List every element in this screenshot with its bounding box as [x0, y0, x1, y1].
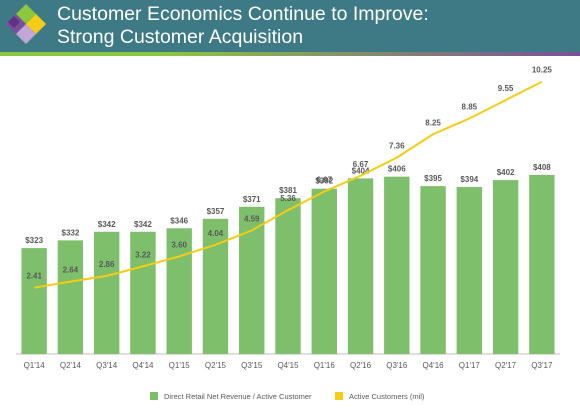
bar-value-label: $342: [98, 220, 116, 229]
x-tick-label: Q1'15: [169, 361, 191, 370]
line-value-label: 2.41: [26, 272, 42, 281]
bar: [456, 186, 483, 354]
bar-value-label: $404: [352, 166, 370, 175]
bar-value-label: $381: [279, 186, 297, 195]
x-tick-label: Q3'16: [386, 361, 408, 370]
bar: [384, 176, 410, 354]
x-tick-label: Q3'17: [531, 361, 553, 370]
x-tick-label: Q2'14: [60, 361, 82, 370]
bar: [239, 206, 265, 354]
line-value-label: 5.36: [280, 194, 296, 203]
combo-chart: $323 Q1'14 $332 Q2'14 $342 Q3'14 $342 Q4'14 $346…: [16, 66, 560, 370]
legend-item-customers: Active Customers (mil): [335, 389, 424, 403]
line-value-label: 10.25: [532, 66, 553, 75]
slide-title-line-2: Strong Customer Acquisition: [57, 26, 304, 48]
header-accent-rule: [0, 52, 580, 56]
bar: [21, 248, 47, 354]
bar-value-label: $342: [134, 220, 152, 229]
x-tick-label: Q3'14: [96, 361, 118, 370]
bar: [93, 231, 120, 354]
bar-value-label: $371: [243, 195, 261, 204]
bar-value-label: $392: [315, 177, 333, 186]
line-value-label: 6.67: [353, 160, 369, 169]
legend-swatch-customers: [335, 392, 343, 400]
bar: [130, 231, 156, 354]
x-tick-label: Q3'15: [241, 361, 263, 370]
line-value-label: 3.60: [171, 240, 187, 249]
bar: [166, 228, 192, 354]
line-value-label: 2.64: [63, 266, 79, 275]
line-value-label: 4.04: [208, 229, 224, 238]
line-value-label: 4.59: [244, 214, 260, 223]
bar-value-label: $332: [62, 228, 80, 237]
bar: [420, 186, 446, 354]
bar-value-label: $402: [497, 168, 515, 177]
line-value-label: 6.07: [316, 176, 332, 185]
bar-value-label: $394: [460, 175, 478, 184]
bar: [529, 174, 555, 354]
legend-label-revenue: Direct Retail Net Revenue / Active Custo…: [164, 391, 312, 401]
x-tick-label: Q1'17: [459, 361, 481, 370]
bar-value-label: $346: [170, 216, 188, 225]
bar: [57, 240, 84, 354]
bar-value-label: $357: [207, 207, 225, 216]
header-bar: Customer Economics Continue to Improve: …: [0, 0, 580, 52]
x-tick-label: Q1'14: [24, 361, 46, 370]
bar: [347, 178, 374, 354]
x-tick-label: Q4'14: [132, 361, 154, 370]
x-tick-label: Q2'15: [205, 361, 227, 370]
bar: [202, 218, 229, 354]
legend-item-revenue: Direct Retail Net Revenue / Active Custo…: [150, 389, 312, 403]
active-customers-line: [33, 80, 543, 289]
line-value-label: 7.36: [389, 142, 405, 151]
bar-value-label: $408: [533, 163, 551, 172]
slide-title-line-1: Customer Economics Continue to Improve:: [57, 3, 429, 25]
wayfair-logo-icon: [6, 4, 46, 44]
x-tick-label: Q4'16: [423, 361, 445, 370]
bar: [275, 198, 301, 354]
line-value-label: 9.55: [498, 84, 514, 93]
bar-value-label: $395: [424, 174, 442, 183]
legend-label-customers: Active Customers (mil): [349, 391, 425, 401]
x-tick-label: Q2'17: [495, 361, 517, 370]
x-tick-label: Q4'15: [277, 361, 299, 370]
bar: [311, 188, 337, 354]
line-value-label: 3.22: [135, 250, 151, 259]
x-tick-label: Q2'16: [350, 361, 372, 370]
x-tick-label: Q1'16: [314, 361, 336, 370]
bar: [492, 180, 519, 354]
bar-value-label: $323: [25, 236, 43, 245]
line-value-label: 8.25: [425, 118, 441, 127]
line-value-label: 8.85: [462, 102, 478, 111]
legend-swatch-revenue: [150, 392, 158, 400]
bar-value-label: $406: [388, 165, 406, 174]
line-value-label: 2.86: [99, 260, 115, 269]
